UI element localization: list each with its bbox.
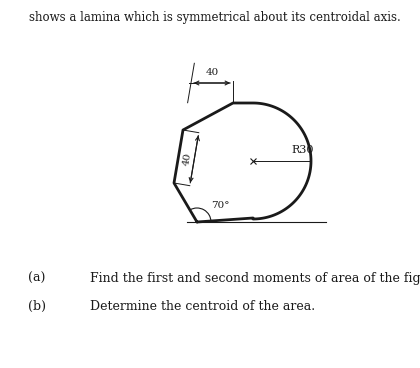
Polygon shape bbox=[174, 103, 311, 222]
Text: (a): (a) bbox=[28, 272, 45, 285]
Text: 40: 40 bbox=[182, 152, 193, 166]
Text: 40: 40 bbox=[205, 68, 219, 77]
Text: R30: R30 bbox=[291, 145, 313, 155]
Text: shows a lamina which is symmetrical about its centroidal axis.: shows a lamina which is symmetrical abou… bbox=[29, 11, 401, 24]
Text: Determine the centroid of the area.: Determine the centroid of the area. bbox=[90, 300, 315, 313]
Text: (b): (b) bbox=[28, 300, 46, 313]
Text: Find the first and second moments of area of the figure.: Find the first and second moments of are… bbox=[90, 272, 420, 285]
Text: 70°: 70° bbox=[211, 201, 229, 210]
